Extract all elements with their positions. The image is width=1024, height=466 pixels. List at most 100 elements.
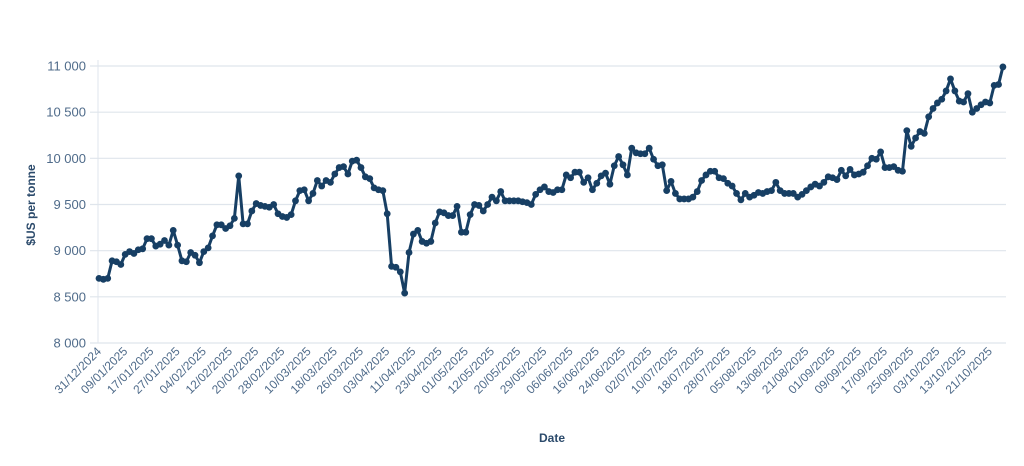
data-point <box>475 202 483 209</box>
data-point <box>379 187 387 195</box>
data-point <box>466 211 474 219</box>
data-point <box>645 144 653 152</box>
data-point <box>951 87 959 95</box>
data-point <box>833 176 841 183</box>
y-tick-label: 10 000 <box>46 151 86 166</box>
data-point <box>667 178 675 185</box>
x-tick-labels: 31/12/202409/01/202517/01/202527/01/2025… <box>52 344 995 397</box>
data-point <box>196 259 203 267</box>
data-point <box>899 167 906 175</box>
data-point <box>292 197 299 205</box>
data-point <box>161 237 168 244</box>
data-point <box>615 153 623 160</box>
series-line <box>98 66 1005 295</box>
data-point <box>733 190 740 197</box>
data-point <box>396 268 404 276</box>
data-point <box>270 201 278 208</box>
data-point <box>986 99 994 107</box>
data-point <box>720 175 727 183</box>
data-point <box>837 166 845 174</box>
data-point <box>318 182 326 190</box>
y-tick-label: 9 500 <box>53 197 86 212</box>
data-point <box>148 235 155 243</box>
y-tick-label: 8 500 <box>53 289 86 304</box>
data-point <box>698 177 705 184</box>
price-series <box>95 63 1007 297</box>
data-point <box>340 163 347 171</box>
data-point <box>401 289 409 297</box>
data-point <box>995 81 1002 88</box>
data-point <box>842 172 850 180</box>
data-point <box>593 179 601 187</box>
data-point <box>964 90 972 98</box>
data-point <box>230 214 238 222</box>
data-point <box>117 261 125 268</box>
data-point <box>938 95 946 103</box>
data-point <box>235 172 243 180</box>
data-point <box>414 226 422 234</box>
data-point <box>305 197 312 205</box>
data-point <box>366 175 374 183</box>
data-point <box>532 190 540 198</box>
data-point <box>877 148 885 156</box>
data-point <box>768 187 775 195</box>
data-point <box>628 144 636 152</box>
data-point <box>383 210 391 218</box>
data-point <box>903 127 911 135</box>
data-point <box>663 187 671 195</box>
data-point <box>204 244 212 252</box>
data-point <box>248 207 256 215</box>
data-point <box>689 193 697 201</box>
data-point <box>610 162 618 170</box>
data-point <box>772 178 780 186</box>
data-point <box>737 196 745 204</box>
data-point <box>169 226 177 234</box>
data-point <box>907 142 915 150</box>
data-point <box>920 130 928 137</box>
x-axis-title: Date <box>539 431 565 445</box>
data-point <box>344 170 352 178</box>
data-point <box>431 219 439 227</box>
data-point <box>584 174 592 182</box>
data-point <box>567 174 574 182</box>
data-point <box>872 155 880 163</box>
data-point <box>711 167 719 175</box>
data-point <box>960 98 967 106</box>
y-tick-labels: 8 000 8 500 9 000 9 500 10 000 10 500 11 000 <box>46 59 86 351</box>
data-point <box>947 75 954 83</box>
gridlines <box>90 65 1006 344</box>
data-point <box>313 177 321 184</box>
data-point <box>139 245 147 253</box>
data-point <box>104 274 112 282</box>
data-point <box>602 169 609 177</box>
data-point <box>300 186 308 194</box>
data-point <box>619 161 627 169</box>
data-point <box>492 197 500 205</box>
data-point <box>462 228 470 236</box>
data-point <box>427 238 435 245</box>
data-point <box>672 190 679 197</box>
data-point <box>728 182 736 190</box>
data-point <box>287 211 295 219</box>
y-tick-label: 9 000 <box>53 243 86 258</box>
data-point <box>589 186 596 194</box>
data-point <box>650 155 657 163</box>
data-point <box>658 161 666 169</box>
data-point <box>558 186 566 194</box>
data-point <box>497 188 505 195</box>
data-point <box>606 180 614 188</box>
data-point <box>405 249 413 256</box>
data-point <box>912 134 919 142</box>
data-point <box>453 202 461 210</box>
data-point <box>623 171 631 179</box>
data-point <box>449 212 457 219</box>
data-point <box>182 258 190 266</box>
data-point <box>693 188 701 195</box>
data-point <box>353 156 361 164</box>
data-point <box>925 113 933 121</box>
y-tick-label: 10 500 <box>46 105 86 120</box>
data-point <box>641 150 649 158</box>
data-point <box>392 263 400 271</box>
data-point <box>527 201 535 208</box>
